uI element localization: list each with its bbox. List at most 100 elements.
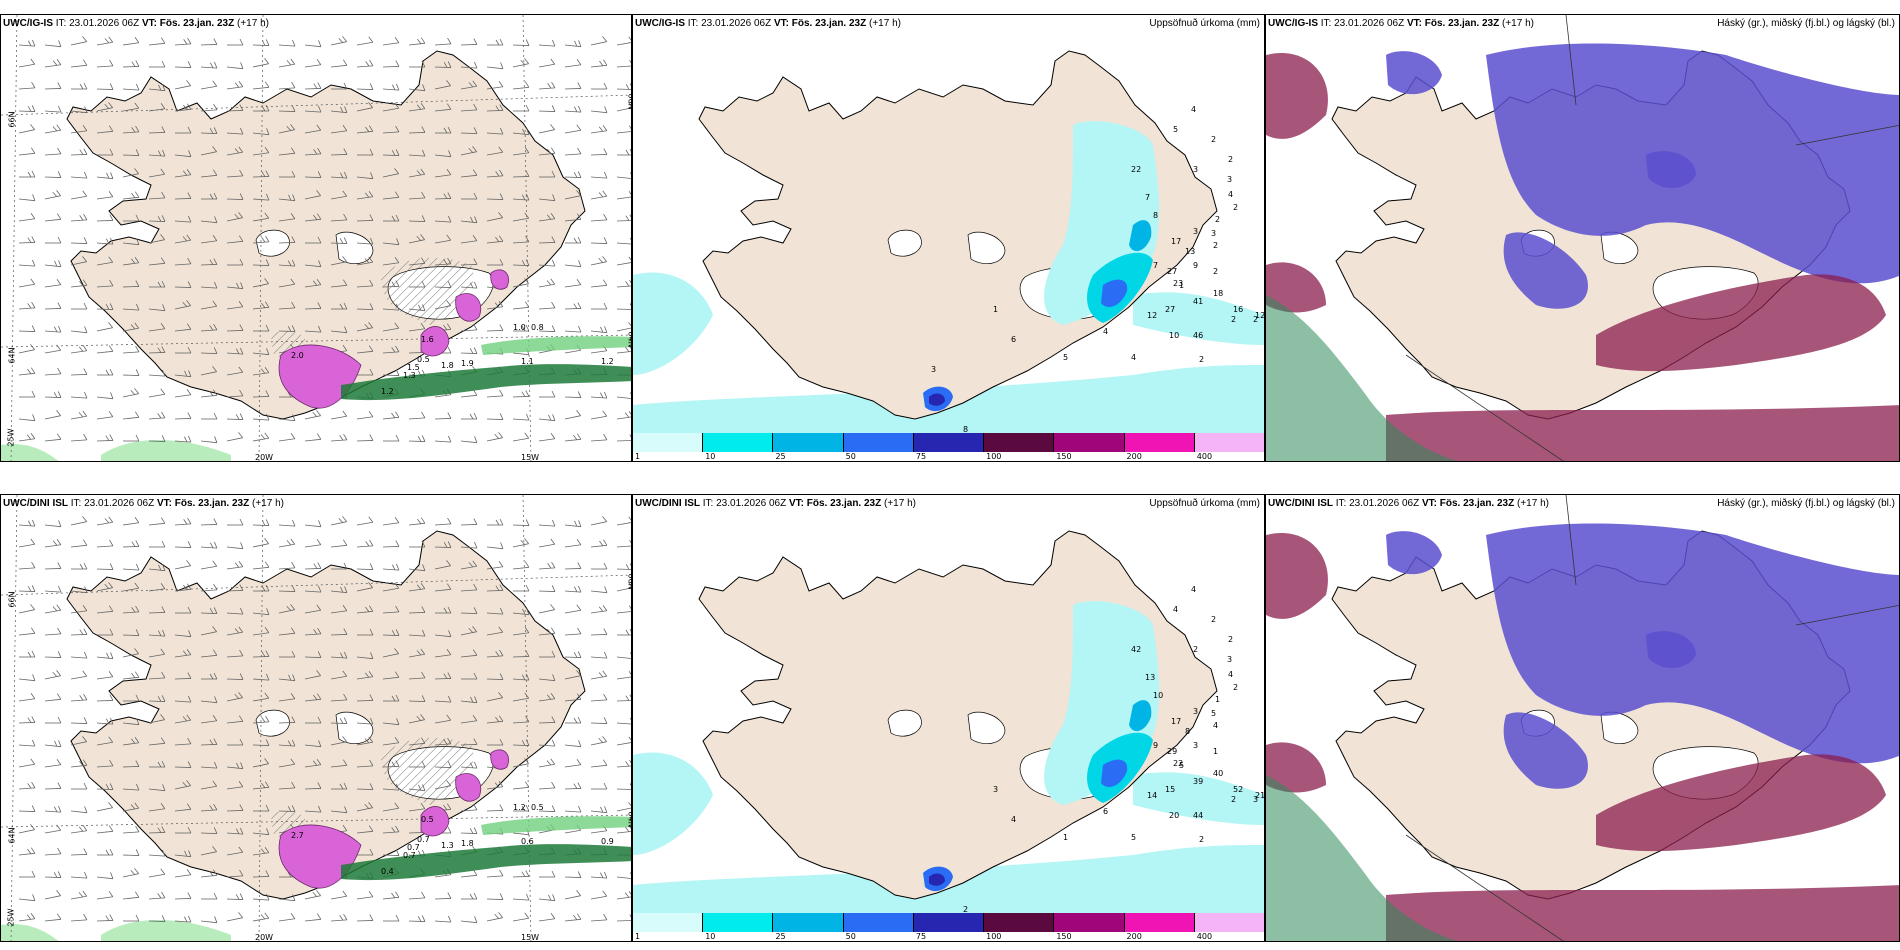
wind-barb (330, 433, 348, 442)
wind-barb (201, 412, 218, 420)
wind-barb (200, 366, 217, 376)
wind-barb (252, 650, 270, 658)
wind-barb (331, 302, 348, 310)
wind-barb (44, 260, 62, 268)
value-label: 1.5 (407, 363, 420, 372)
wind-barb (70, 368, 88, 376)
wind-barb (564, 693, 582, 702)
wind-barb (408, 891, 426, 900)
wind-barb (70, 148, 88, 156)
wind-barb (382, 60, 400, 68)
colorbar-segment (773, 433, 844, 452)
wind-barb (148, 126, 166, 134)
value-label: 4 (1228, 190, 1234, 199)
wind-barb (122, 849, 140, 856)
wind-barb (253, 804, 270, 812)
wind-barb (590, 717, 608, 724)
wind-barb (148, 737, 166, 746)
wind-barb (174, 517, 192, 526)
wind-barb (174, 169, 192, 178)
wind-barb (122, 540, 140, 548)
wind-barb (200, 281, 218, 289)
wind-barb (252, 235, 270, 244)
low-cloud (1266, 742, 1326, 793)
wind-barb (538, 105, 556, 112)
wind-barb (382, 891, 400, 900)
wind-barb (330, 806, 348, 814)
value-label: 1.2 (381, 387, 394, 396)
wind-barb (304, 171, 322, 178)
wind-barb (616, 59, 631, 68)
wind-barb (460, 626, 477, 636)
wind-barb (356, 303, 374, 310)
wind-barb (70, 586, 88, 594)
wind-barb (18, 716, 36, 724)
wind-barb (44, 604, 62, 614)
wind-barb (330, 326, 348, 334)
wind-barb (226, 584, 244, 592)
value-label: 1.3 (403, 371, 416, 380)
colorbar-tick: 10 (705, 452, 716, 461)
wind-barb (356, 759, 374, 768)
glacier-outline (255, 709, 290, 737)
wind-barb (18, 81, 36, 90)
wind-barb (564, 105, 582, 113)
value-label: 44 (1193, 811, 1204, 820)
wind-barb (18, 344, 35, 354)
wind-barb (304, 913, 322, 922)
wind-barb (148, 103, 166, 112)
value-label: 3 (931, 365, 937, 374)
wind-barb (408, 695, 426, 702)
wind-barb (96, 872, 114, 880)
wind-barb (434, 37, 452, 46)
wind-barb (252, 673, 270, 681)
wind-barb (408, 435, 426, 442)
wind-barb (512, 212, 530, 222)
value-label: 4 (1103, 327, 1109, 336)
wind-barb (70, 628, 88, 636)
wind-barb (200, 518, 218, 526)
value-label: 27 (1165, 305, 1176, 314)
wind-barb (174, 300, 191, 310)
wind-barb (590, 237, 608, 244)
wind-barb (356, 605, 374, 614)
wind-barb (174, 281, 192, 288)
wind-barb (96, 539, 114, 548)
rain-area (1, 444, 59, 461)
wind-barb (122, 191, 140, 200)
wind-barb (149, 280, 166, 288)
wind-barb (148, 583, 166, 592)
wind-barb (486, 912, 503, 922)
precip-area (1129, 220, 1152, 252)
wind-barb (226, 715, 244, 724)
wind-barb (305, 236, 322, 244)
wind-barb (331, 562, 348, 570)
colorbar-tick: 100 (986, 932, 1002, 941)
wind-barb (486, 235, 504, 244)
wind-barb (200, 869, 218, 878)
precip-area (633, 752, 713, 855)
wind-barb (19, 390, 36, 398)
wind-barb (174, 737, 192, 746)
wind-barb (278, 105, 296, 112)
value-label: 0.6 (521, 837, 534, 846)
wind-barb (148, 826, 166, 834)
wind-barb (512, 650, 530, 658)
value-label: 20 (1169, 811, 1180, 820)
rain-band (341, 844, 631, 881)
value-label: 1.1 (521, 357, 534, 366)
wind-barb (616, 214, 631, 222)
wind-barb (590, 670, 608, 680)
wind-barb (564, 890, 581, 900)
value-label: 21 (1255, 791, 1265, 800)
wind-barb (590, 410, 608, 420)
mid-cloud (1486, 43, 1899, 284)
wind-barb (148, 369, 166, 377)
wind-barb (512, 781, 530, 790)
wind-barb (96, 802, 113, 812)
wind-barb (70, 806, 88, 814)
wind-barb (175, 826, 192, 834)
wind-barb (356, 237, 374, 245)
precip-map (633, 50, 1264, 435)
wind-barb (460, 649, 478, 658)
